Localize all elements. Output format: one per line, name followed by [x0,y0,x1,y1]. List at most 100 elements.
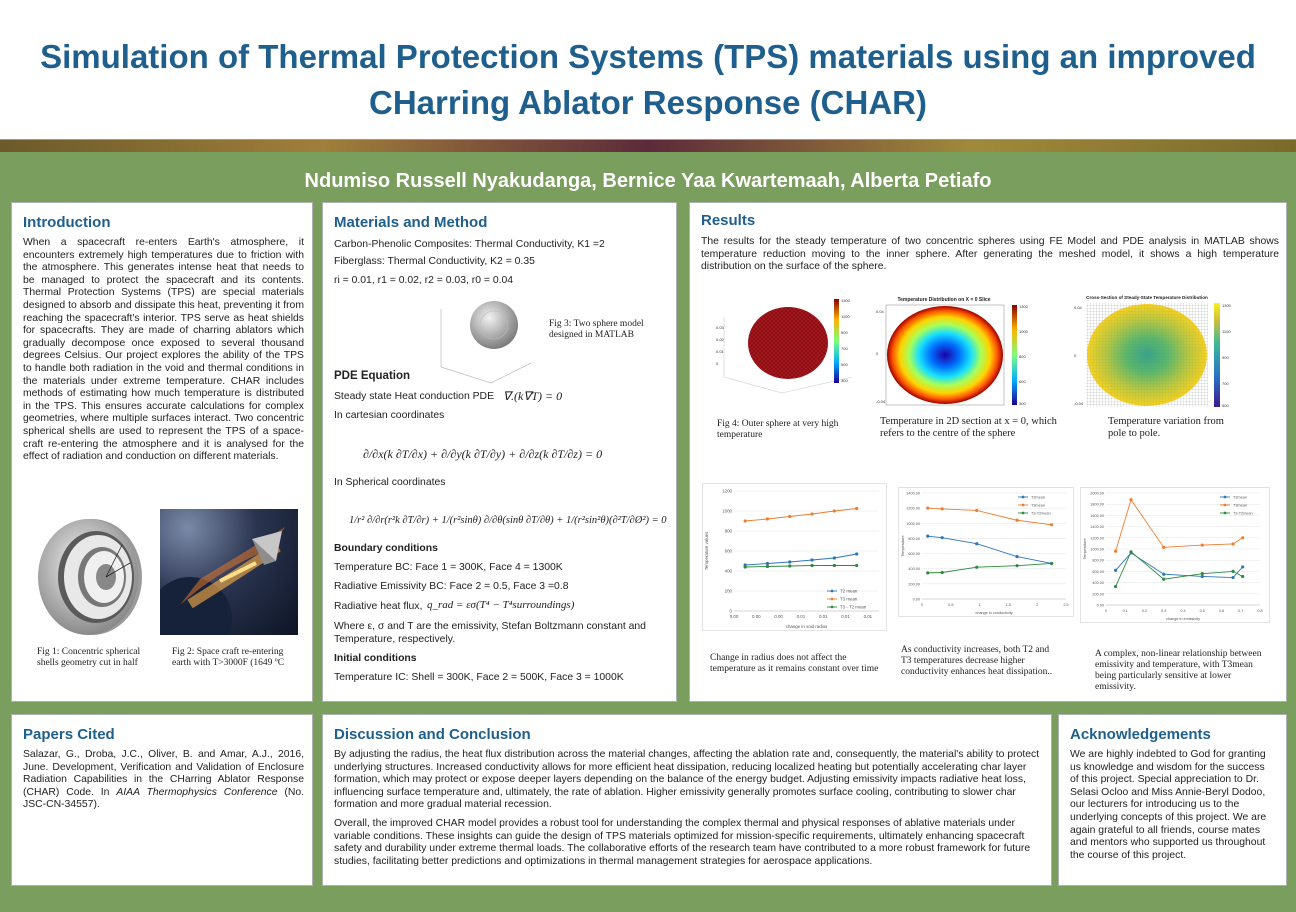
svg-text:500: 500 [841,362,848,367]
data-point [1231,542,1235,546]
data-point [788,564,792,568]
svg-text:1100: 1100 [1222,329,1231,334]
methods-heading: Materials and Method [334,214,488,231]
y-axis-label: Temperature [1083,538,1087,559]
y-tick-label: 600.00 [1092,570,1104,574]
legend-marker [830,589,834,593]
y-tick-label: 1600.00 [1090,514,1104,518]
y-tick-label: 600.00 [908,552,920,556]
introduction-text: When a spacecraft re-enters Earth's atmo… [23,237,304,463]
conductivity-chart: 0.00200.00400.00600.00800.001000.001200.… [898,487,1074,617]
x-tick-label: 0.4 [1180,609,1185,613]
x-tick-label: 0.2 [1142,609,1147,613]
fig3-caption: Fig 3: Two sphere model designed in MATL… [549,319,644,340]
spherical-label: In Spherical coordinates [334,477,446,488]
cartesian-equation: ∂/∂x(k ∂T/∂x) + ∂/∂y(k ∂T/∂y) + ∂/∂z(k ∂… [363,447,603,461]
y-tick-label: 0.00 [913,598,920,602]
y-tick-label: 0 [730,609,733,614]
results-heading: Results [701,212,756,229]
introduction-panel: Introduction When a spacecraft re-enters… [11,202,313,702]
citation-main: Salazar, G., Droba, J.C., Oliver, B. and… [23,749,304,798]
radius-values: ri = 0.01, r1 = 0.02, r2 = 0.03, r0 = 0.… [334,275,514,286]
y-tick-label: 1200 [722,489,732,494]
svg-text:1100: 1100 [841,314,850,319]
data-point [1231,575,1235,580]
x-tick-label: 2.5 [1063,603,1068,607]
author-list: Ndumiso Russell Nyakudanga, Bernice Yaa … [304,170,992,192]
y-tick-label: 0.00 [1097,604,1104,608]
data-point [765,564,770,569]
data-point [1129,550,1133,554]
legend-label: T3 - T2 mean [840,605,867,610]
y-tick-label: 800.00 [1092,559,1104,563]
svg-text:900: 900 [1222,355,1229,360]
svg-text:300: 300 [1019,401,1026,406]
acknowledgements-heading: Acknowledgements [1070,726,1211,743]
emissivity-chart: 0.00 200.00 400.00 600.00 800.00 1000.00 1200.… [1080,487,1270,623]
x-tick-label: 0.00 [774,614,783,619]
legend-label: T3mean [1233,504,1247,508]
y-tick-label: 1000 [722,509,732,514]
data-point [1015,555,1019,559]
fig4-caption: Fig 4: Outer sphere at very high tempera… [717,419,839,440]
citation-journal: AIAA Thermophysics Conference [116,786,278,798]
papers-heading: Papers Cited [23,726,115,743]
x-tick-label: 0.00 [730,614,739,619]
data-point [1200,572,1204,576]
legend-marker [1223,503,1227,507]
material-line-2: Fiberglass: Thermal Conductivity, K2 = 0… [334,256,535,267]
svg-text:700: 700 [841,346,848,351]
spacecraft-reentry-image [160,509,298,635]
x-tick-label: 0.01 [819,614,828,619]
chart2-caption: As conductivity increases, both T2 and T… [901,645,1053,677]
results-panel: Results The results for the steady tempe… [689,202,1287,702]
data-point [743,519,747,523]
legend-marker [1021,495,1025,499]
legend-label: T2mean [1233,496,1247,500]
cartesian-label: In cartesian coordinates [334,410,445,421]
legend-marker [830,597,834,601]
data-point [810,563,814,568]
data-point [1162,572,1166,576]
poster-header: Simulation of Thermal Protection Systems… [0,0,1296,140]
x0-slice-heatmap: Temperature Distribution on X = 0 Slice … [874,293,1039,413]
data-point [940,507,944,511]
svg-text:0: 0 [1074,353,1077,358]
data-point [1114,584,1118,589]
svg-text:0.01: 0.01 [716,349,725,354]
svg-text:900: 900 [841,330,848,335]
svg-text:300: 300 [841,378,848,383]
legend-marker [830,605,834,609]
heat-flux-equation: q_rad = εσ(T⁴ − T⁴surroundings) [427,599,575,611]
x-tick-label: 0.7 [1238,609,1243,613]
svg-text:1000: 1000 [1019,329,1029,334]
y-tick-label: 1400.00 [1090,525,1104,529]
data-point [926,534,930,538]
data-point [1241,536,1245,540]
x-tick-label: 0.00 [752,614,761,619]
data-point [810,512,814,516]
y-tick-label: 1000.00 [1090,548,1104,552]
spherical-equation: 1/r² ∂/∂r(r²k ∂T/∂r) + 1/(r²sinθ) ∂/∂θ(s… [349,515,667,526]
svg-text:600: 600 [1019,379,1026,384]
data-point [1241,565,1245,569]
data-point [855,506,859,511]
svg-text:1300: 1300 [841,298,851,303]
x-axis-label: change in emissivity [1166,617,1200,621]
svg-text:1300: 1300 [1019,304,1029,309]
discussion-panel: Discussion and Conclusion By adjusting t… [322,714,1052,886]
y-tick-label: 1200.00 [906,507,920,511]
svg-text:0.04: 0.04 [876,309,885,314]
svg-text:-0.04: -0.04 [1074,401,1084,406]
data-point [810,558,814,562]
boundary-heading: Boundary conditions [334,543,438,554]
y-tick-label: 200.00 [908,582,920,586]
poster-title: Simulation of Thermal Protection Systems… [40,38,1256,121]
x-tick-label: 0.5 [1200,609,1205,613]
radius-chart: 0 200 400 600 800 1000 1200 0.00 0.00 0.00 0.01 0.0… [702,483,887,631]
heatmap-1-title: Temperature Distribution on X = 0 Slice [897,297,990,303]
y-tick-label: 600 [725,549,733,554]
data-point [1050,561,1054,566]
discussion-paragraph-2: Overall, the improved CHAR model provide… [334,818,1031,867]
data-point [788,560,792,564]
